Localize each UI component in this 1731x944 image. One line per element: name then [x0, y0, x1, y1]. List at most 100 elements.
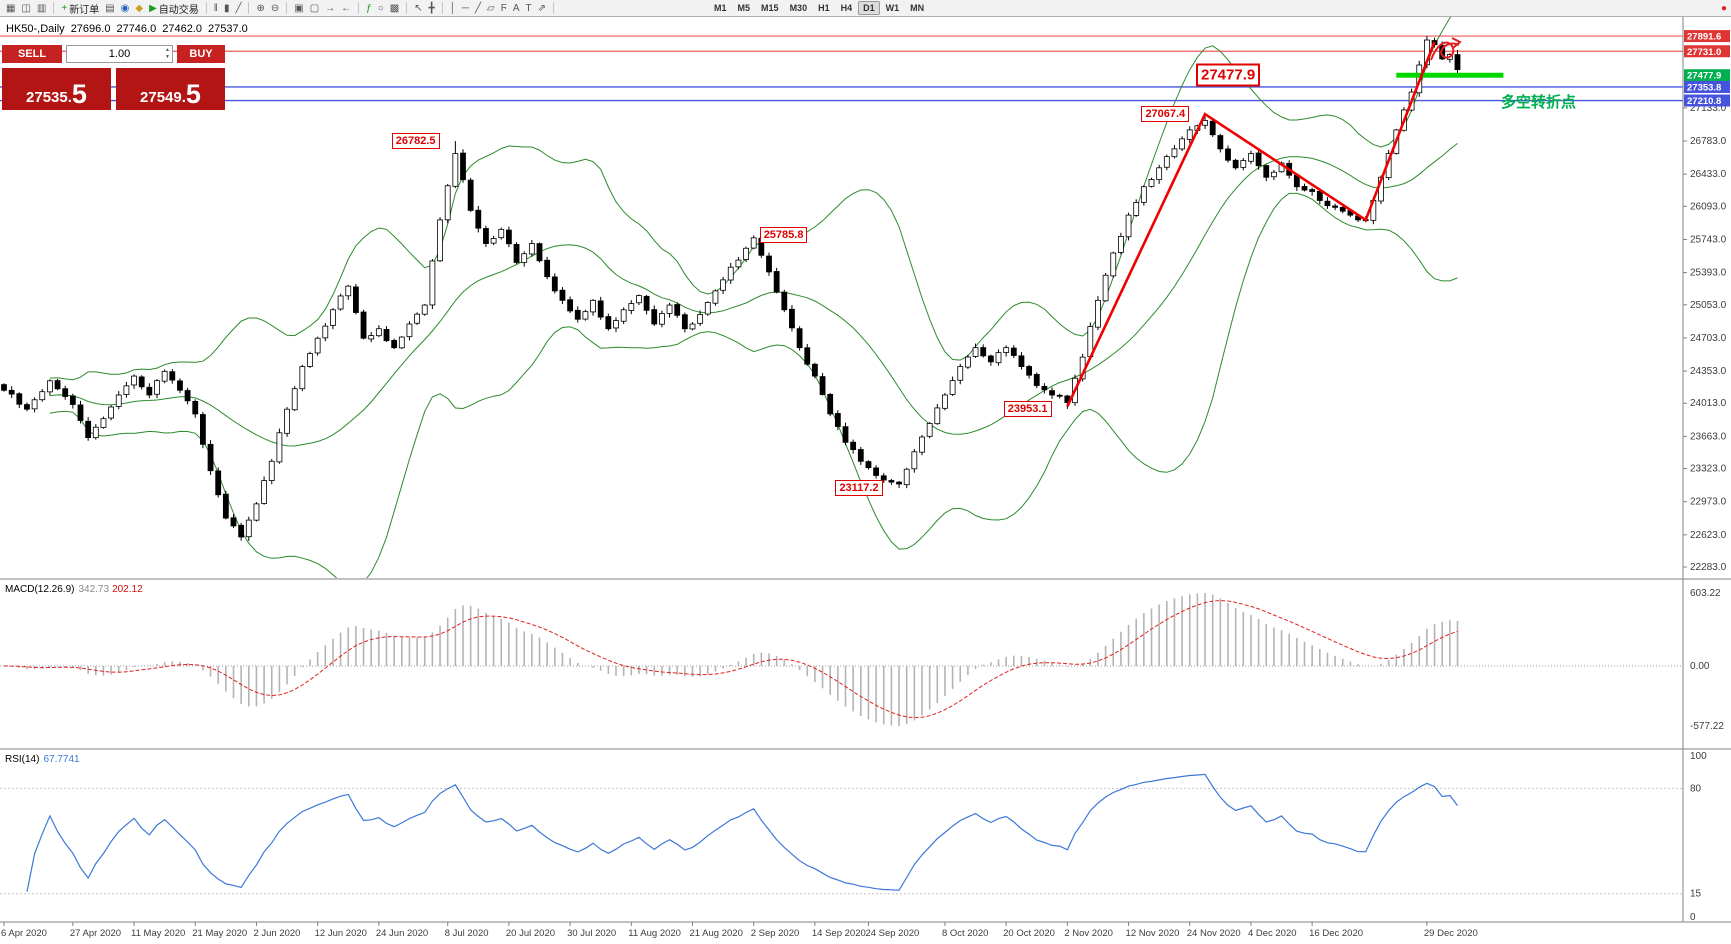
time-axis-label: 12 Jun 2020	[315, 928, 367, 939]
horizontal-line-icon[interactable]: ─	[461, 2, 469, 14]
time-axis-label: 24 Nov 2020	[1187, 928, 1241, 939]
chart-profiles-icon[interactable]: ◫	[21, 2, 31, 14]
volume-spinner[interactable]: ▲ ▼	[165, 47, 170, 61]
price-axis-label: 26093.0	[1690, 201, 1727, 212]
zoom-in-icon[interactable]: ⊕	[256, 2, 265, 14]
macd-axis-label: 603.22	[1690, 588, 1721, 599]
rsi-pane[interactable]	[0, 773, 1683, 895]
timeframe-h1[interactable]: H1	[818, 3, 830, 13]
buy-button[interactable]: BUY	[177, 45, 225, 63]
new-chart-icon[interactable]: ▦	[6, 2, 16, 14]
symbol-period-label: HK50-,Daily	[6, 23, 65, 35]
time-axis-label: 8 Oct 2020	[942, 928, 988, 939]
rsi-line	[26, 773, 1458, 892]
crosshair-icon[interactable]: ╋	[428, 2, 435, 14]
time-axis-label: 14 Sep 2020	[812, 928, 866, 939]
hand-drawn-mark[interactable]	[1430, 37, 1462, 61]
time-axis-label: 24 Jun 2020	[376, 928, 428, 939]
macd-signal-line	[3, 600, 1458, 719]
text-label-icon[interactable]: T	[525, 2, 532, 14]
time-axis-label: 4 Dec 2020	[1248, 928, 1297, 939]
toolbar-separator	[205, 2, 207, 14]
time-axis-label: 20 Jul 2020	[506, 928, 555, 939]
bar-chart-type-icon[interactable]: ‖	[213, 2, 218, 14]
buy-price-box[interactable]: 27549. 5	[116, 68, 225, 110]
macd-pane[interactable]	[0, 593, 1683, 726]
price-axis-label: 22973.0	[1690, 497, 1727, 508]
chart-shift-icon[interactable]: →	[325, 2, 336, 14]
svg-text:27353.8: 27353.8	[1687, 82, 1721, 93]
price-axis-label: 26433.0	[1690, 169, 1727, 180]
toolbar-separator	[553, 2, 555, 14]
indicators-icon[interactable]: ƒ	[366, 2, 372, 14]
toolbar-separator	[441, 2, 443, 14]
trend-line[interactable]	[1066, 41, 1436, 407]
time-axis-label: 6 Apr 2020	[1, 928, 47, 939]
sell-price-box[interactable]: 27535. 5	[2, 68, 111, 110]
svg-text:27891.6: 27891.6	[1687, 32, 1721, 43]
candlestick-type-icon[interactable]: ▮	[223, 2, 230, 14]
time-axis-label: 12 Nov 2020	[1126, 928, 1180, 939]
time-axis-label: 16 Dec 2020	[1309, 928, 1363, 939]
fibonacci-icon[interactable]: Ϝ	[500, 2, 507, 14]
chart-ohlc-header: HK50-,Daily 27696.0 27746.0 27462.0 27537.0	[6, 23, 254, 35]
trendline-icon[interactable]: ╱	[475, 2, 482, 14]
macd-name: MACD(12.26.9)	[5, 584, 75, 595]
metaeditor-icon[interactable]: ◆	[135, 2, 144, 14]
market-watch-icon[interactable]: ▥	[36, 2, 47, 14]
timeframe-h4[interactable]: H4	[840, 3, 853, 13]
bollinger-band	[49, 192, 1458, 578]
timeframe-w1[interactable]: W1	[885, 3, 900, 13]
chart-bar-icon[interactable]: ▤	[105, 2, 115, 14]
timeframe-m30[interactable]: M30	[789, 3, 808, 13]
time-axis-label: 8 Jul 2020	[445, 928, 489, 939]
mql5-community-icon[interactable]: ◉	[120, 2, 130, 14]
cascade-windows-icon[interactable]: ▢	[309, 2, 320, 14]
spinner-up-icon[interactable]: ▲	[165, 47, 170, 53]
time-axis-label: 2 Nov 2020	[1064, 928, 1113, 939]
timeframe-group: M1 M5 M15 M30 H1 H4 D1 W1 MN	[709, 1, 929, 15]
arrows-icon[interactable]: ⇗	[537, 2, 547, 14]
auto-scroll-icon[interactable]: ←	[341, 2, 352, 14]
svg-text:27210.8: 27210.8	[1687, 96, 1721, 107]
new-order-button[interactable]: + 新订单	[61, 2, 100, 16]
timeframe-m1[interactable]: M1	[714, 3, 727, 13]
one-click-trading-panel: SELL 1.00 ▲ ▼ BUY 27535. 5 27549. 5	[2, 45, 225, 110]
channel-icon[interactable]: ▱	[487, 2, 495, 14]
close-value: 27537.0	[207, 23, 248, 35]
timeframe-mn[interactable]: MN	[910, 3, 925, 13]
sell-button[interactable]: SELL	[2, 45, 62, 63]
tile-windows-icon[interactable]: ▣	[294, 2, 304, 14]
svg-text:27477.9: 27477.9	[1687, 71, 1721, 82]
price-axis-label: 22623.0	[1690, 530, 1727, 541]
cursor-icon[interactable]: ↖	[414, 2, 423, 14]
record-icon[interactable]: ●	[1720, 2, 1727, 14]
templates-icon[interactable]: ▩	[389, 2, 400, 14]
rsi-axis-label: 15	[1690, 889, 1702, 900]
toolbar-separator	[358, 2, 360, 14]
periods-icon[interactable]: ○	[377, 2, 384, 14]
macd-indicator-label: MACD(12.26.9) 342.73 202.12	[5, 584, 143, 595]
vertical-line-icon[interactable]: │	[449, 2, 456, 14]
autotrading-button[interactable]: ▶ 自动交易	[149, 2, 199, 16]
line-chart-type-icon[interactable]: ╱	[235, 2, 242, 14]
timeframe-m5[interactable]: M5	[737, 3, 751, 13]
volume-value: 1.00	[108, 48, 131, 60]
price-axis-label: 24353.0	[1690, 366, 1727, 377]
zoom-out-icon[interactable]: ⊖	[270, 2, 280, 14]
time-axis-label: 11 Aug 2020	[628, 928, 681, 939]
price-axis-label: 23323.0	[1690, 464, 1727, 475]
timeframe-d1[interactable]: D1	[858, 1, 880, 15]
price-tag	[1684, 80, 1730, 93]
rsi-value: 67.7741	[43, 754, 80, 765]
timeframe-m15[interactable]: M15	[761, 3, 779, 13]
spinner-down-icon[interactable]: ▼	[165, 54, 170, 60]
main-pane[interactable]	[0, 9, 1683, 588]
macd-axis-label: -577.22	[1690, 721, 1724, 732]
macd-value-signal: 202.12	[112, 584, 143, 595]
price-axis-label: 27133.0	[1690, 103, 1727, 114]
volume-input[interactable]: 1.00 ▲ ▼	[66, 45, 173, 63]
text-icon[interactable]: A	[512, 2, 520, 14]
